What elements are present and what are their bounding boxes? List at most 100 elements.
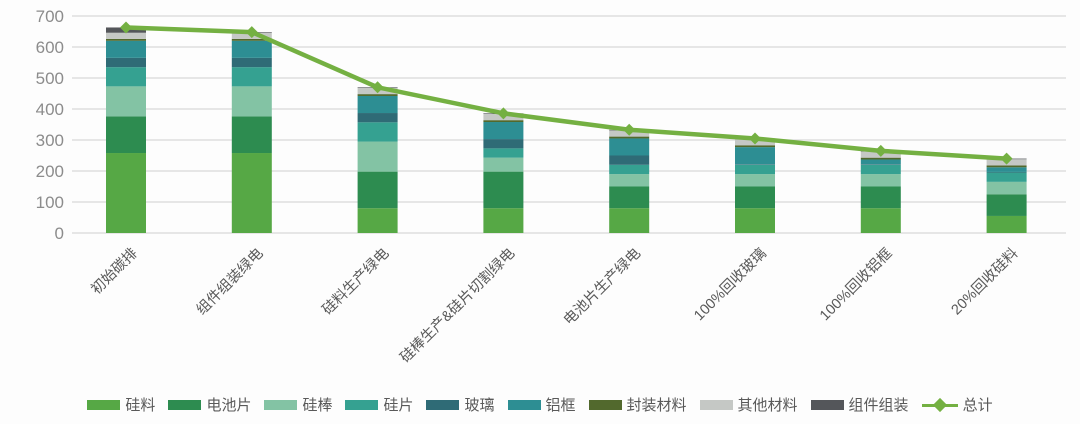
bar-segment-硅棒 [986, 181, 1027, 195]
bar-segment-硅料 [986, 215, 1027, 233]
bar-segment-封装材料 [483, 120, 524, 123]
legend-label: 其他材料 [737, 396, 798, 414]
total-line-marker [623, 123, 636, 136]
bar-segment-硅棒 [483, 157, 524, 172]
bar-segment-铝框 [106, 40, 146, 58]
total-line-marker [1000, 152, 1013, 165]
bar-segment-硅片 [483, 148, 524, 158]
bar-segment-封装材料 [860, 157, 901, 160]
legend-item-总计: 总计 [921, 396, 993, 414]
x-axis-label: 初始碳排 [88, 245, 141, 298]
y-axis-tick-label: 200 [36, 162, 64, 181]
bar-segment-硅棒 [860, 174, 901, 187]
legend-swatch-icon [507, 400, 541, 410]
legend-label: 硅棒 [302, 396, 333, 414]
bar-segment-硅片 [735, 164, 775, 175]
bar-segment-硅棒 [106, 86, 146, 117]
total-line-marker [874, 144, 887, 157]
legend-item-硅棒: 硅棒 [264, 398, 332, 413]
bar-segment-铝框 [609, 138, 650, 156]
legend-label: 铝框 [545, 396, 576, 414]
bar-segment-封装材料 [986, 165, 1027, 168]
bar-segment-电池片 [609, 186, 650, 209]
legend-line-marker-icon [921, 397, 958, 412]
bar-segment-硅片 [357, 122, 398, 142]
chart-legend: 硅料 电池片 硅棒 硅片 玻璃 铝框 封装材料 其他材料 组件组装 总计 [0, 392, 1080, 418]
total-line-marker [245, 26, 258, 39]
y-axis-tick-label: 500 [36, 69, 64, 88]
y-axis-tick-label: 700 [36, 7, 64, 26]
bar-segment-封装材料 [231, 38, 272, 41]
legend-item-硅片: 硅片 [345, 398, 413, 413]
bar-segment-电池片 [483, 171, 524, 209]
legend-label: 封装材料 [626, 396, 687, 414]
legend-item-硅料: 硅料 [87, 398, 155, 413]
y-axis-tick-label: 0 [55, 224, 64, 243]
legend-item-电池片: 电池片 [168, 398, 251, 413]
chart-plot-area: 0 100 200 300 400 500 600 700 初始碳排 组件组装绿电 硅料生产绿电 硅棒… [36, 7, 1066, 366]
legend-item-组件组装: 组件组装 [810, 396, 909, 414]
legend-label: 组件组装 [848, 396, 909, 414]
bar-segment-封装材料 [106, 38, 146, 41]
bar-segment-硅料 [735, 208, 775, 233]
bar-segment-硅片 [860, 164, 901, 175]
bar-segment-玻璃 [860, 164, 901, 165]
y-axis-tick-label: 600 [36, 38, 64, 57]
legend-swatch-icon [264, 400, 298, 410]
x-axis-label: 100%回收铝框 [816, 245, 895, 324]
legend-swatch-icon [87, 400, 121, 410]
bar-segment-玻璃 [735, 164, 775, 165]
legend-item-铝框: 铝框 [507, 396, 576, 414]
total-line-marker [749, 132, 761, 145]
bar-segment-封装材料 [357, 94, 398, 96]
bar-segment-硅料 [609, 208, 650, 233]
legend-swatch-icon [810, 400, 844, 410]
bar-segment-玻璃 [231, 57, 272, 68]
bar-segment-硅棒 [609, 174, 650, 187]
bar-segment-硅料 [231, 153, 272, 233]
total-line [125, 25, 1007, 161]
bar-segment-硅片 [609, 164, 650, 175]
bar-segment-铝框 [483, 122, 524, 140]
bar-segment-玻璃 [609, 155, 650, 165]
bar-segment-电池片 [231, 116, 272, 154]
y-axis-tick-label: 400 [36, 100, 64, 119]
bar-segment-电池片 [106, 116, 146, 154]
legend-swatch-icon [588, 400, 622, 410]
bar-segment-电池片 [357, 171, 398, 209]
total-line-marker [120, 21, 132, 34]
legend-swatch-icon [345, 400, 379, 410]
bar-segment-玻璃 [106, 57, 146, 68]
diamond-marker-icon [932, 397, 947, 412]
y-axis-tick-label: 100 [36, 193, 64, 212]
bar-segment-硅片 [231, 67, 272, 87]
bar-segment-铝框 [231, 40, 272, 58]
x-axis-label: 20%回收硅料 [948, 245, 1022, 319]
bar-segment-铝框 [735, 147, 775, 165]
bar-segment-电池片 [986, 194, 1027, 216]
total-line-marker [497, 107, 510, 120]
bar-segment-硅片 [986, 172, 1027, 182]
bar-segment-玻璃 [357, 113, 398, 123]
bar-segment-铝框 [986, 167, 1027, 172]
bar-segment-玻璃 [986, 171, 1027, 173]
bar-segment-硅料 [860, 208, 901, 233]
bar-segment-硅棒 [357, 141, 398, 172]
bar-segment-硅料 [106, 153, 146, 233]
bar-segment-硅料 [483, 208, 524, 233]
legend-item-其他材料: 其他材料 [699, 396, 798, 414]
x-axis-label: 硅棒生产&硅片切割绿电 [397, 245, 518, 366]
legend-swatch-icon [168, 400, 202, 410]
bar-segment-电池片 [735, 186, 775, 209]
legend-item-封装材料: 封装材料 [588, 396, 687, 414]
legend-label: 总计 [962, 396, 993, 414]
bar-segment-封装材料 [609, 136, 650, 139]
bar-segment-玻璃 [483, 139, 524, 149]
legend-label: 硅片 [383, 396, 414, 414]
bar-segment-其他材料 [106, 32, 146, 39]
legend-swatch-icon [426, 400, 460, 410]
bar-segment-铝框 [860, 159, 901, 165]
bar-segment-铝框 [357, 95, 398, 114]
legend-label: 电池片 [206, 396, 252, 414]
bar-segment-硅料 [357, 208, 398, 233]
